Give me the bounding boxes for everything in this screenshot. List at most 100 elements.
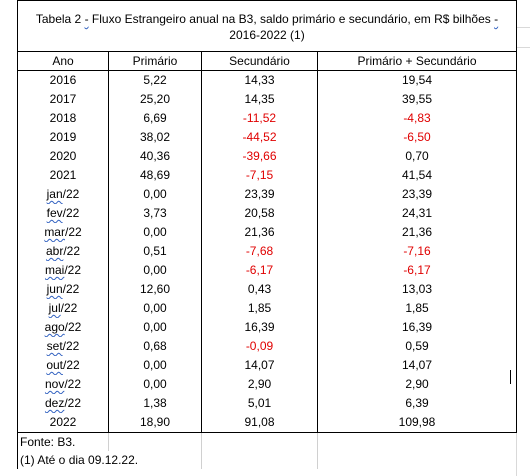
cell-year[interactable]: jul/22	[17, 299, 109, 318]
cell-secondary[interactable]: 0,43	[201, 280, 318, 299]
cell-secondary[interactable]: 14,33	[201, 70, 318, 90]
cell-total[interactable]: -6,50	[317, 128, 517, 147]
header-secondary[interactable]: Secundário	[201, 51, 318, 71]
cell-year[interactable]: mar/22	[17, 223, 109, 242]
footnote-row: Fonte: B3.	[17, 432, 517, 451]
header-primary[interactable]: Primário	[108, 51, 202, 71]
cell-total[interactable]: -7,16	[317, 242, 517, 261]
cell-year[interactable]: ago/22	[17, 318, 109, 337]
header-year[interactable]: Ano	[17, 51, 109, 71]
cell-total[interactable]: 21,36	[317, 223, 517, 242]
title-main-text: Fluxo Estrangeiro anual na B3, saldo pri…	[88, 12, 495, 26]
table-title[interactable]: Tabela 2 - Fluxo Estrangeiro anual na B3…	[17, 0, 517, 52]
cell-year[interactable]: 2017	[17, 90, 109, 109]
cell-total[interactable]: 6,39	[317, 394, 517, 413]
cell-primary[interactable]: 0,00	[108, 261, 202, 280]
cell-secondary[interactable]: -11,52	[201, 109, 318, 128]
cell-primary[interactable]: 0,00	[108, 299, 202, 318]
cell-total[interactable]: 109,98	[317, 413, 517, 433]
cell-total[interactable]: 0,59	[317, 337, 517, 356]
cell-secondary[interactable]: 14,35	[201, 90, 318, 109]
cell-secondary[interactable]: 23,39	[201, 185, 318, 204]
year-suffix: /22	[64, 263, 82, 277]
sheet-gridline	[516, 0, 517, 476]
cell-secondary[interactable]: -0,09	[201, 337, 318, 356]
cell-total[interactable]: 14,07	[317, 356, 517, 375]
cell-year[interactable]: mai/22	[17, 261, 109, 280]
cell-primary[interactable]: 48,69	[108, 166, 202, 185]
cell-secondary[interactable]: 14,07	[201, 356, 318, 375]
cell-total[interactable]: -6,17	[317, 261, 517, 280]
empty-cell[interactable]	[201, 432, 318, 451]
cell-total[interactable]: 23,39	[317, 185, 517, 204]
cell-primary[interactable]: 18,90	[108, 413, 202, 433]
cell-secondary[interactable]: 1,85	[201, 299, 318, 318]
cell-year[interactable]: nov/22	[17, 375, 109, 394]
cell-year[interactable]: 2019	[17, 128, 109, 147]
cell-secondary[interactable]: -6,17	[201, 261, 318, 280]
cell-primary[interactable]: 0,68	[108, 337, 202, 356]
empty-cell[interactable]	[317, 432, 517, 451]
data-table: Tabela 2 - Fluxo Estrangeiro anual na B3…	[17, 0, 517, 469]
cell-secondary[interactable]: -39,66	[201, 147, 318, 166]
month-label: out	[46, 358, 63, 372]
cell-primary[interactable]: 0,00	[108, 375, 202, 394]
cell-year[interactable]: abr/22	[17, 242, 109, 261]
cell-year[interactable]: dez/22	[17, 394, 109, 413]
cell-primary[interactable]: 0,00	[108, 223, 202, 242]
cell-year[interactable]: 2018	[17, 109, 109, 128]
cell-secondary[interactable]: 20,58	[201, 204, 318, 223]
cell-year[interactable]: 2022	[17, 413, 109, 433]
cell-primary[interactable]: 40,36	[108, 147, 202, 166]
table-row: set/22 0,68 -0,09 0,59	[17, 337, 517, 356]
empty-cell[interactable]	[108, 432, 202, 451]
cell-secondary[interactable]: -44,52	[201, 128, 318, 147]
cell-primary[interactable]: 5,22	[108, 70, 202, 90]
table-row: dez/22 1,38 5,01 6,39	[17, 394, 517, 413]
cell-secondary[interactable]: -7,15	[201, 166, 318, 185]
title-row: Tabela 2 - Fluxo Estrangeiro anual na B3…	[17, 0, 517, 52]
cell-secondary[interactable]: 16,39	[201, 318, 318, 337]
footnote-source[interactable]: Fonte: B3.	[17, 432, 109, 451]
cell-primary[interactable]: 0,00	[108, 318, 202, 337]
cell-primary[interactable]: 12,60	[108, 280, 202, 299]
cell-primary[interactable]: 3,73	[108, 204, 202, 223]
year-suffix: /22	[60, 301, 78, 315]
cell-primary[interactable]: 0,00	[108, 185, 202, 204]
cell-secondary[interactable]: 91,08	[201, 413, 318, 433]
cell-total[interactable]: 16,39	[317, 318, 517, 337]
cell-total[interactable]: -4,83	[317, 109, 517, 128]
footnote-note[interactable]: (1) Até o dia 09.12.22.	[17, 451, 202, 469]
cell-total[interactable]: 0,70	[317, 147, 517, 166]
cell-year[interactable]: 2021	[17, 166, 109, 185]
cell-primary[interactable]: 0,00	[108, 356, 202, 375]
cell-year[interactable]: jan/22	[17, 185, 109, 204]
cell-secondary[interactable]: 5,01	[201, 394, 318, 413]
cell-total[interactable]: 1,85	[317, 299, 517, 318]
cell-year[interactable]: fev/22	[17, 204, 109, 223]
cell-year[interactable]: 2016	[17, 70, 109, 90]
cell-total[interactable]: 13,03	[317, 280, 517, 299]
month-label: abr	[45, 244, 64, 258]
sheet-gridline	[516, 47, 530, 48]
cell-primary[interactable]: 1,38	[108, 394, 202, 413]
header-total[interactable]: Primário + Secundário	[317, 51, 517, 71]
cell-total[interactable]: 24,31	[317, 204, 517, 223]
empty-cell[interactable]	[201, 451, 318, 469]
cell-secondary[interactable]: -7,68	[201, 242, 318, 261]
empty-cell[interactable]	[317, 451, 517, 469]
cell-secondary[interactable]: 2,90	[201, 375, 318, 394]
cell-primary[interactable]: 6,69	[108, 109, 202, 128]
cell-primary[interactable]: 0,51	[108, 242, 202, 261]
cell-primary[interactable]: 38,02	[108, 128, 202, 147]
cell-total[interactable]: 41,54	[317, 166, 517, 185]
cell-primary[interactable]: 25,20	[108, 90, 202, 109]
cell-total[interactable]: 39,55	[317, 90, 517, 109]
cell-total[interactable]: 2,90	[317, 375, 517, 394]
cell-year[interactable]: out/22	[17, 356, 109, 375]
cell-year[interactable]: jun/22	[17, 280, 109, 299]
cell-year[interactable]: 2020	[17, 147, 109, 166]
cell-total[interactable]: 19,54	[317, 70, 517, 90]
cell-secondary[interactable]: 21,36	[201, 223, 318, 242]
cell-year[interactable]: set/22	[17, 337, 109, 356]
